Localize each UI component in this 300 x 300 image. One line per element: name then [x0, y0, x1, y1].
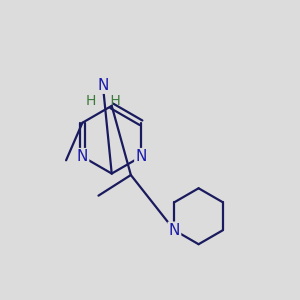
- Text: N: N: [169, 223, 180, 238]
- Text: N: N: [77, 149, 88, 164]
- Text: N: N: [97, 78, 109, 93]
- Text: N: N: [135, 149, 147, 164]
- Text: H  H: H H: [85, 94, 120, 108]
